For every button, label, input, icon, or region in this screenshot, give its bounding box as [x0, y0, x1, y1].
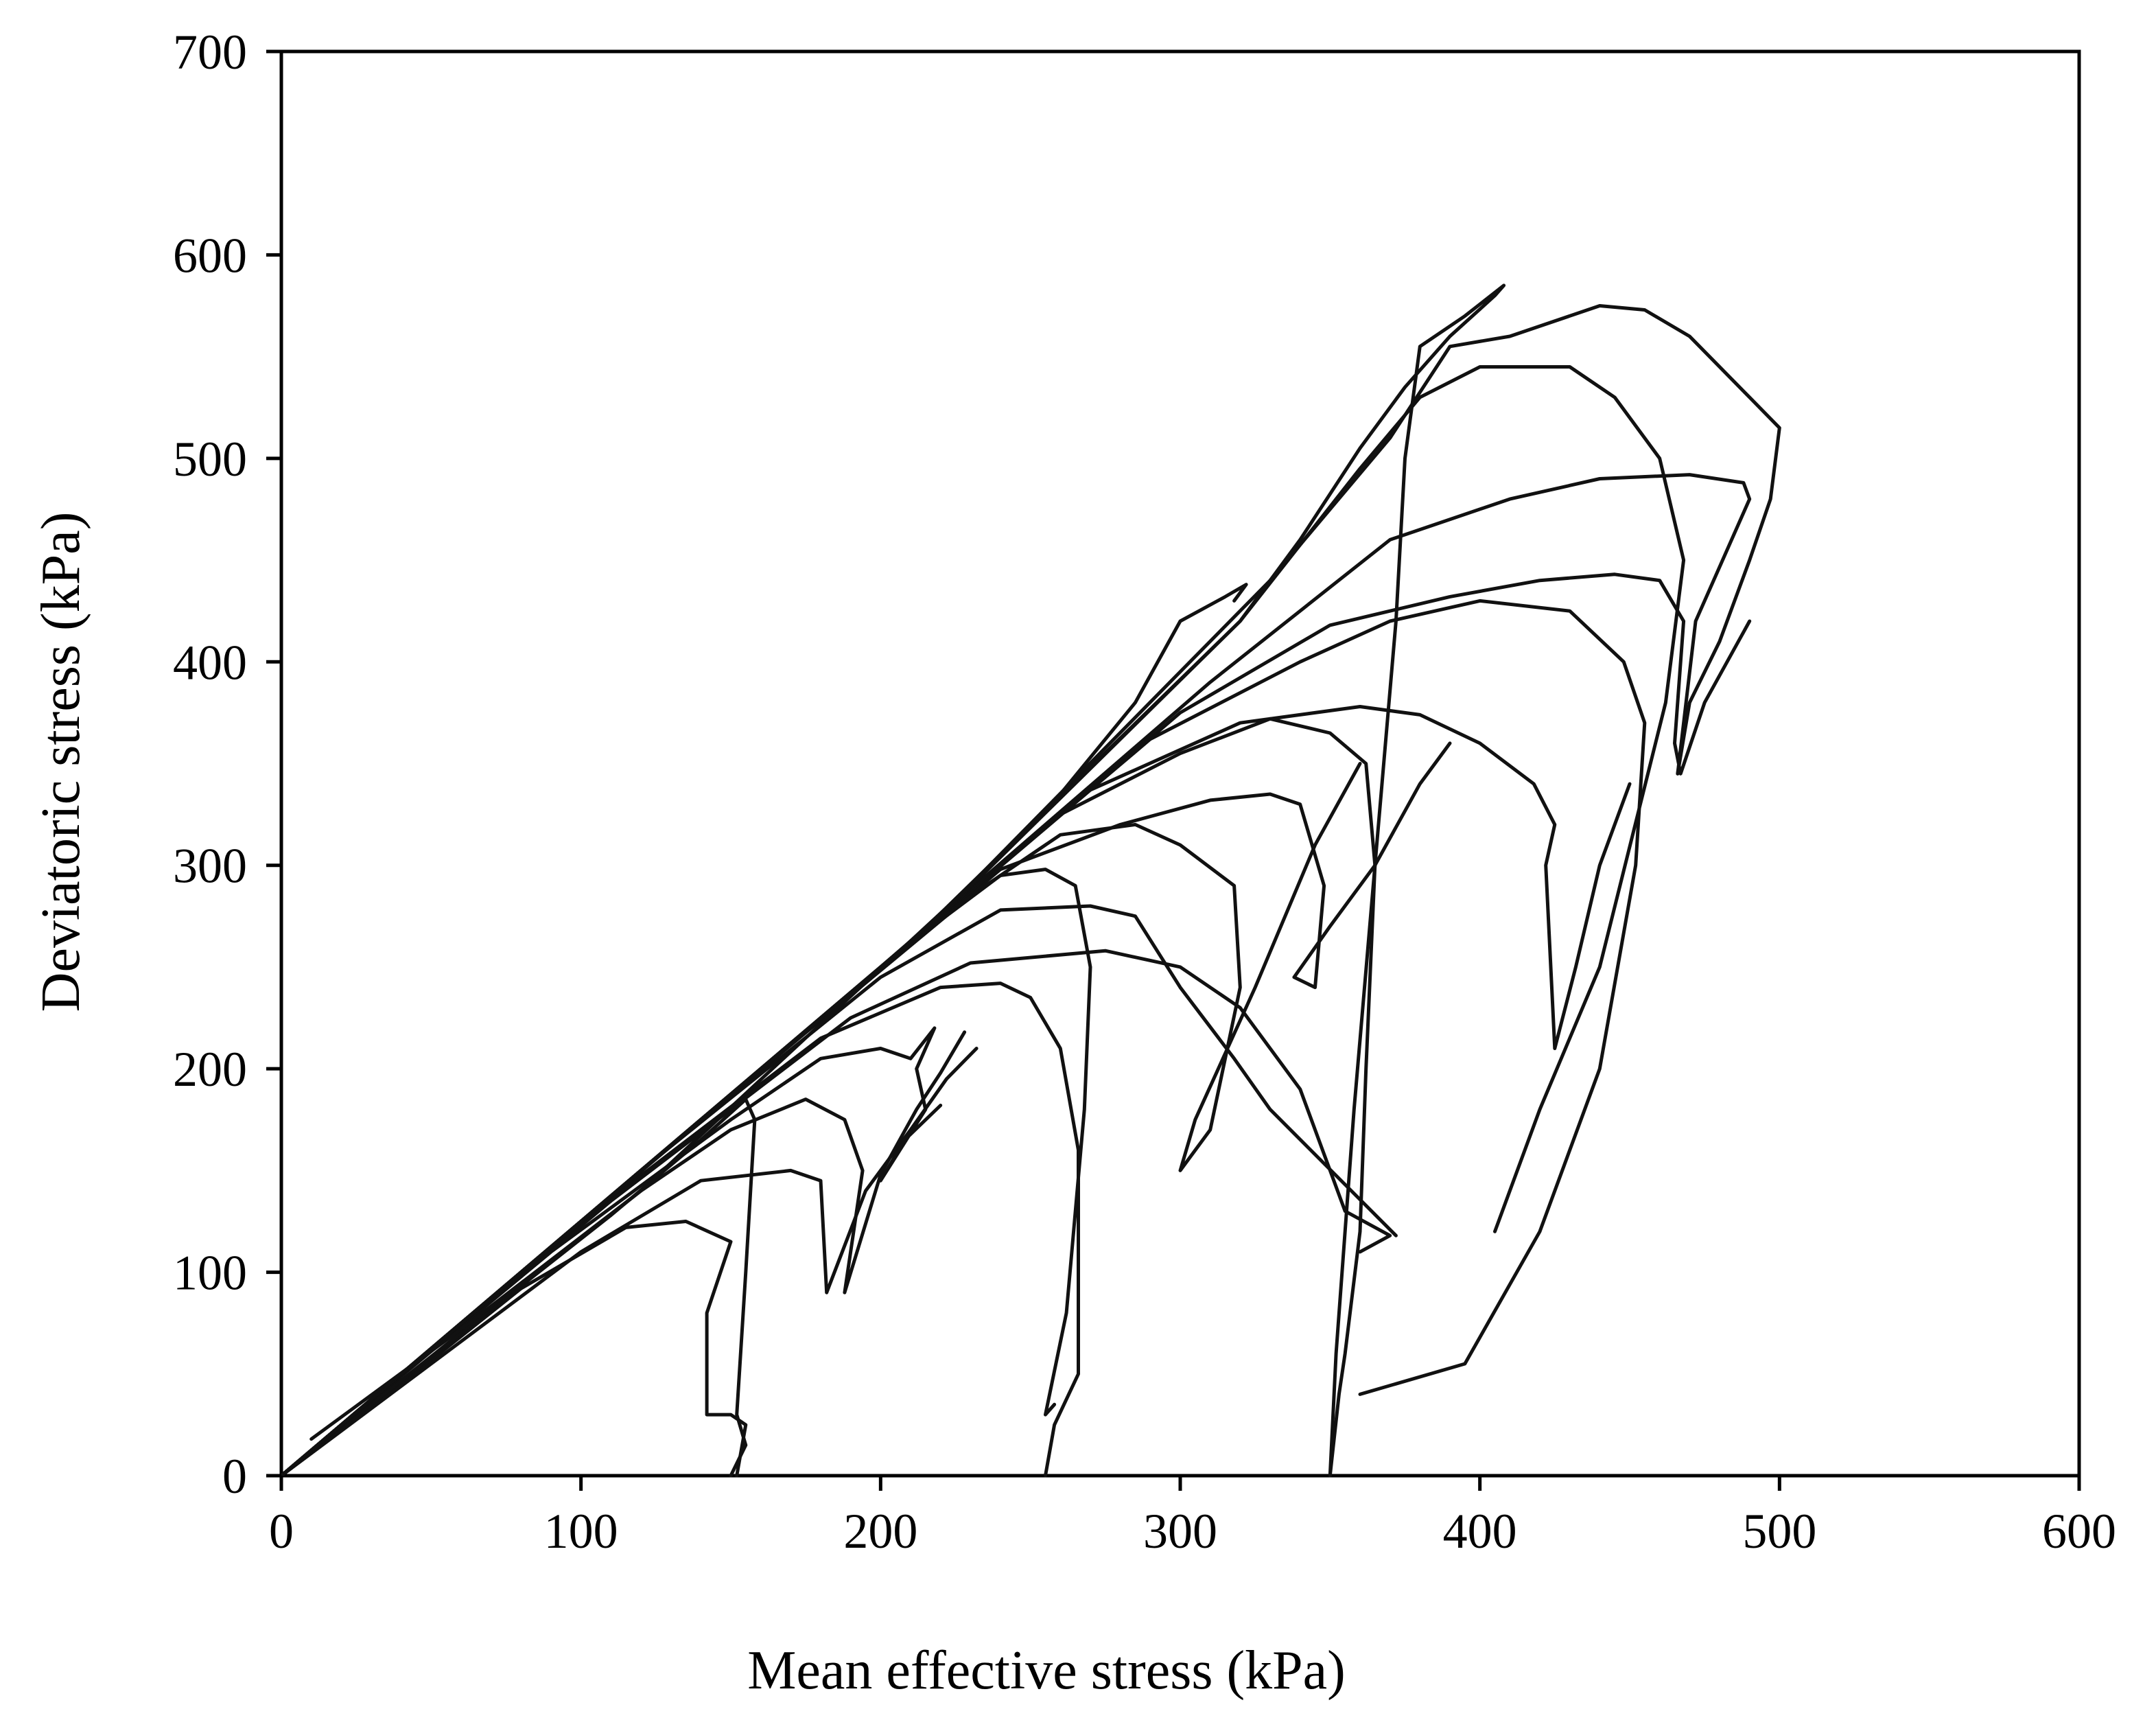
stress-path-line-18	[279, 304, 1781, 1478]
stress-path-line-6	[279, 981, 1080, 1478]
stress-path-line-12	[279, 717, 1377, 1478]
stress-path-line-1	[279, 1220, 748, 1478]
x-tick-label: 100	[544, 1504, 618, 1559]
x-tick-label: 200	[843, 1504, 917, 1559]
x-axis-ticks: 0 100 200 300 400 500 600	[269, 1476, 2116, 1559]
stress-path-line-4	[279, 1030, 967, 1478]
x-tick-label: 400	[1443, 1504, 1517, 1559]
stress-path-line-11	[279, 741, 1452, 1478]
stress-path-line-10	[279, 762, 1362, 1478]
stress-path-line-20	[309, 583, 1248, 1441]
x-axis-title: Mean effective stress (kPa)	[747, 1640, 1346, 1701]
stress-path-line-15	[279, 572, 1752, 1478]
series-layer	[279, 283, 1781, 1478]
stress-path-line-2	[279, 1047, 979, 1478]
y-axis-title: Deviatoric stress (kPa)	[31, 512, 91, 1012]
x-tick-label: 0	[269, 1504, 294, 1559]
y-tick-label: 700	[173, 25, 247, 80]
y-tick-label: 500	[173, 432, 247, 487]
y-axis-ticks: 0 100 200 300 400 500 600 700	[173, 25, 281, 1504]
y-tick-label: 600	[173, 228, 247, 283]
x-tick-label: 300	[1143, 1504, 1217, 1559]
x-tick-label: 500	[1742, 1504, 1816, 1559]
y-tick-label: 200	[173, 1042, 247, 1097]
stress-path-line-14	[279, 599, 1647, 1478]
y-tick-label: 300	[173, 839, 247, 894]
x-tick-label: 600	[2042, 1504, 2116, 1559]
stress-path-line-19	[279, 283, 1506, 1478]
y-tick-label: 0	[222, 1449, 247, 1504]
stress-path-line-13	[279, 705, 1632, 1478]
stress-path-line-8	[279, 904, 1398, 1478]
y-tick-label: 100	[173, 1246, 247, 1301]
stress-path-line-5	[279, 1026, 943, 1478]
y-tick-label: 400	[173, 635, 247, 690]
stress-path-line-7	[279, 949, 1392, 1478]
stress-path-line-16	[279, 473, 1752, 1478]
